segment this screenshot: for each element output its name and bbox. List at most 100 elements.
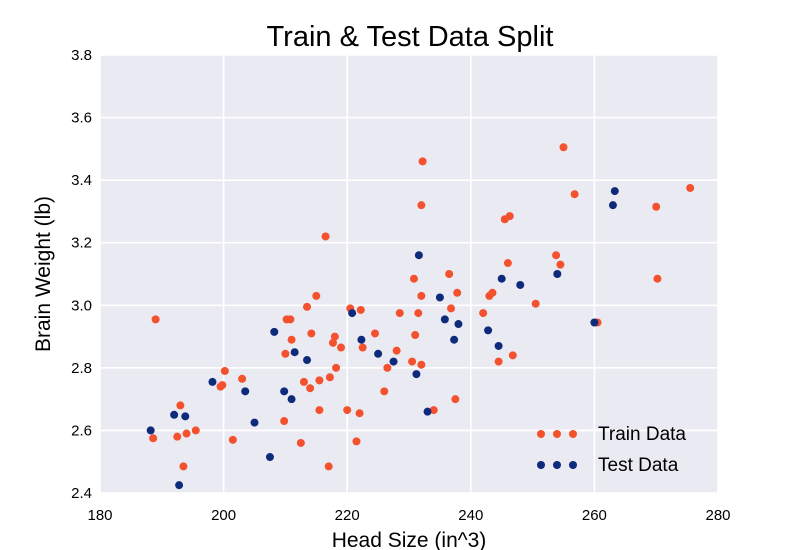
x-tick-label: 180 (87, 507, 112, 524)
x-tick-label: 220 (335, 507, 360, 524)
train-data-point (411, 331, 420, 340)
x-tick-label: 240 (458, 507, 483, 524)
train-data-point (414, 309, 423, 318)
train-data-point (151, 315, 160, 324)
train-data-point (330, 332, 339, 341)
test-data-point (389, 357, 398, 366)
train-data-point (409, 274, 418, 283)
test-data-point (412, 370, 421, 379)
y-axis-label: Brain Weight (lb) (32, 196, 55, 352)
test-data-point (553, 270, 562, 278)
test-data-point (280, 387, 289, 396)
test-data-point (497, 274, 506, 283)
test-data-point (357, 335, 366, 344)
legend: Train Data Test Data (537, 424, 686, 476)
train-data-point (299, 377, 308, 386)
train-data-point (312, 291, 321, 300)
train-data-point (332, 363, 341, 372)
train-data-point (315, 376, 324, 385)
y-tick-label: 3.6 (71, 110, 92, 127)
train-data-point (686, 183, 695, 192)
train-data-point (238, 374, 247, 383)
y-tick-label: 2.6 (71, 422, 92, 439)
x-tick-label: 260 (582, 507, 607, 524)
train-data-point (408, 357, 417, 366)
legend-marker-test-data (553, 461, 561, 469)
x-tick-label: 280 (705, 507, 730, 524)
train-data-point (191, 426, 200, 435)
train-data-point (303, 302, 312, 311)
test-data-point (414, 251, 423, 260)
test-data-point (265, 453, 274, 462)
train-data-point (280, 417, 289, 426)
train-data-point (552, 251, 561, 260)
train-data-point (445, 270, 454, 278)
train-data-point (503, 259, 512, 268)
train-data-point (287, 335, 296, 344)
train-data-point (556, 260, 565, 269)
test-data-point (208, 377, 217, 386)
train-data-point (352, 437, 361, 446)
test-data-point (484, 326, 493, 335)
train-data-point (429, 406, 438, 415)
test-data-point (440, 315, 449, 324)
test-data-point (303, 356, 312, 365)
test-data-point (170, 410, 179, 419)
train-data-point (337, 343, 346, 352)
axis-ticks: 180 200 220 240 260 280 2.4 2.6 2.8 3.0 3.2 3.4 3.6 3… (71, 47, 730, 524)
test-data-point (608, 201, 617, 210)
train-data-point (418, 157, 427, 166)
train-data-point (307, 329, 316, 338)
train-data-point (358, 343, 367, 352)
train-data-point (321, 232, 330, 241)
y-tick-label: 3.8 (71, 47, 92, 64)
legend-marker-test-data (537, 461, 545, 469)
test-data-point (423, 407, 432, 416)
legend-marker-train-data (569, 430, 577, 438)
train-data-point (531, 299, 540, 308)
train-data-point (281, 349, 290, 358)
test-data-point (374, 349, 383, 358)
train-data-point (652, 202, 661, 211)
train-data-point (343, 406, 352, 415)
train-data-point (182, 429, 191, 438)
train-data-point (149, 434, 158, 443)
train-data-point (325, 373, 334, 382)
y-tick-label: 2.8 (71, 360, 92, 377)
train-data-point (324, 462, 333, 471)
test-data-point (454, 320, 463, 329)
train-data-point (176, 401, 185, 410)
train-data-point (228, 435, 237, 444)
test-data-point (516, 280, 525, 289)
y-tick-label: 3.4 (71, 172, 92, 189)
test-data-point (175, 481, 184, 490)
train-data-point (559, 143, 568, 152)
test-data-point (494, 341, 503, 350)
test-data-point (590, 318, 599, 327)
train-data-point (447, 304, 456, 313)
train-data-point (417, 360, 426, 369)
train-data-point (356, 305, 365, 314)
train-data-point (371, 329, 380, 338)
x-axis-label: Head Size (in^3) (332, 529, 487, 550)
y-tick-label: 3.2 (71, 235, 92, 252)
train-data-point (328, 338, 337, 347)
train-data-point (451, 395, 460, 404)
train-data-point (570, 190, 579, 199)
test-data-point (290, 348, 299, 357)
train-data-point (395, 309, 404, 318)
y-tick-label: 3.0 (71, 297, 92, 314)
test-data-point (250, 418, 259, 427)
legend-marker-train-data (553, 430, 561, 438)
test-data-point (241, 387, 250, 396)
test-data-point (450, 335, 459, 344)
test-data-point (146, 426, 155, 435)
train-data-point (479, 309, 488, 318)
data-points (146, 143, 695, 490)
y-tick-label: 2.4 (71, 485, 92, 502)
train-data-point (218, 381, 227, 390)
train-data-point (488, 288, 497, 297)
train-data-point (315, 406, 324, 415)
train-data-point (453, 288, 462, 297)
